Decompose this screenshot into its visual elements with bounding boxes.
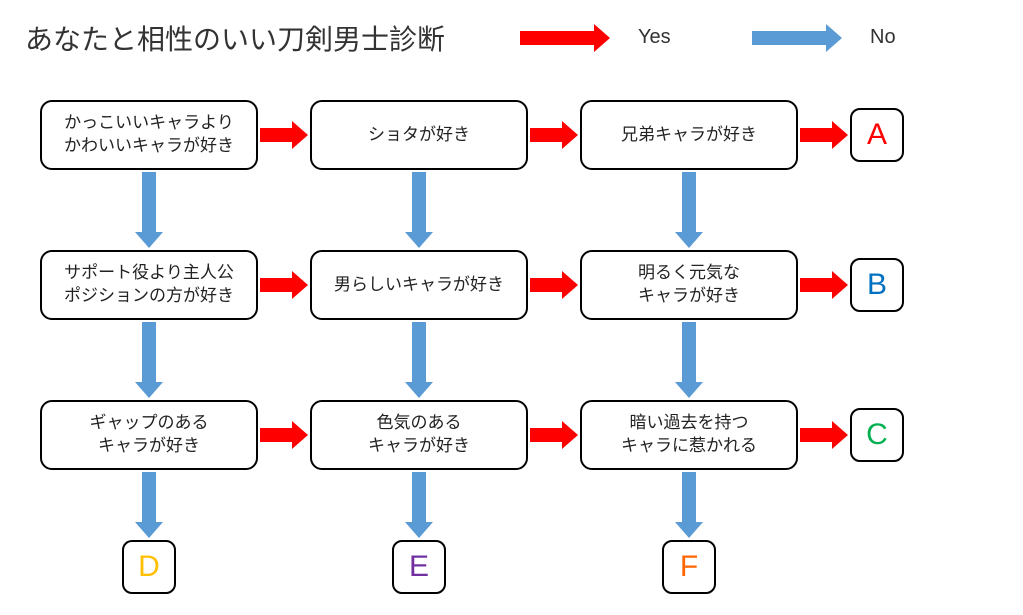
node-q2: ショタが好き — [310, 100, 528, 170]
arrow-no-c0-r0 — [135, 172, 163, 248]
arrow-yes-r0-c0 — [260, 121, 308, 149]
result-C: C — [850, 408, 904, 462]
arrow-yes-r0-c2 — [800, 121, 848, 149]
result-F-label: F — [680, 550, 698, 584]
node-q1: かっこいいキャラより かわいいキャラが好き — [40, 100, 258, 170]
node-q3: 兄弟キャラが好き — [580, 100, 798, 170]
node-q7-line2: キャラが好き — [98, 436, 200, 455]
node-q1-line1: かっこいいキャラより — [64, 113, 234, 132]
arrow-no-c1-r2 — [405, 472, 433, 538]
result-D: D — [122, 540, 176, 594]
result-A-label: A — [867, 118, 887, 152]
node-q4-line2: ポジションの方が好き — [64, 286, 234, 305]
arrow-yes-r1-c2 — [800, 271, 848, 299]
arrow-no-c2-r0 — [675, 172, 703, 248]
legend-yes-arrow — [520, 24, 610, 52]
diagram-title: あなたと相性のいい刀剣男士診断 — [25, 18, 445, 58]
arrow-yes-r0-c1 — [530, 121, 578, 149]
node-q6: 明るく元気な キャラが好き — [580, 250, 798, 320]
node-q7-line1: ギャップのある — [90, 413, 209, 432]
legend-no-label: No — [870, 26, 896, 49]
node-q3-line1: 兄弟キャラが好き — [621, 125, 757, 144]
arrow-no-c0-r1 — [135, 322, 163, 398]
result-F: F — [662, 540, 716, 594]
arrow-yes-r2-c1 — [530, 421, 578, 449]
node-q6-line1: 明るく元気な — [638, 263, 740, 282]
node-q8: 色気のある キャラが好き — [310, 400, 528, 470]
node-q8-line2: キャラが好き — [368, 436, 470, 455]
result-C-label: C — [866, 418, 888, 452]
node-q7: ギャップのある キャラが好き — [40, 400, 258, 470]
legend-yes-label: Yes — [638, 26, 671, 49]
result-B: B — [850, 258, 904, 312]
result-E-label: E — [409, 550, 429, 584]
node-q9: 暗い過去を持つ キャラに惹かれる — [580, 400, 798, 470]
node-q5: 男らしいキャラが好き — [310, 250, 528, 320]
node-q6-line2: キャラが好き — [638, 286, 740, 305]
arrow-yes-r2-c2 — [800, 421, 848, 449]
arrow-yes-r1-c1 — [530, 271, 578, 299]
node-q4-line1: サポート役より主人公 — [64, 263, 234, 282]
node-q8-line1: 色気のある — [377, 413, 462, 432]
result-B-label: B — [867, 268, 887, 302]
arrow-no-c2-r1 — [675, 322, 703, 398]
result-E: E — [392, 540, 446, 594]
arrow-no-c0-r2 — [135, 472, 163, 538]
result-A: A — [850, 108, 904, 162]
node-q5-line1: 男らしいキャラが好き — [334, 275, 504, 294]
node-q1-line2: かわいいキャラが好き — [64, 136, 234, 155]
node-q9-line2: キャラに惹かれる — [621, 436, 757, 455]
node-q2-line1: ショタが好き — [368, 125, 470, 144]
arrow-yes-r2-c0 — [260, 421, 308, 449]
node-q4: サポート役より主人公 ポジションの方が好き — [40, 250, 258, 320]
legend-no-arrow — [752, 24, 842, 52]
arrow-yes-r1-c0 — [260, 271, 308, 299]
arrow-no-c2-r2 — [675, 472, 703, 538]
result-D-label: D — [138, 550, 160, 584]
arrow-no-c1-r1 — [405, 322, 433, 398]
node-q9-line1: 暗い過去を持つ — [630, 413, 749, 432]
arrow-no-c1-r0 — [405, 172, 433, 248]
